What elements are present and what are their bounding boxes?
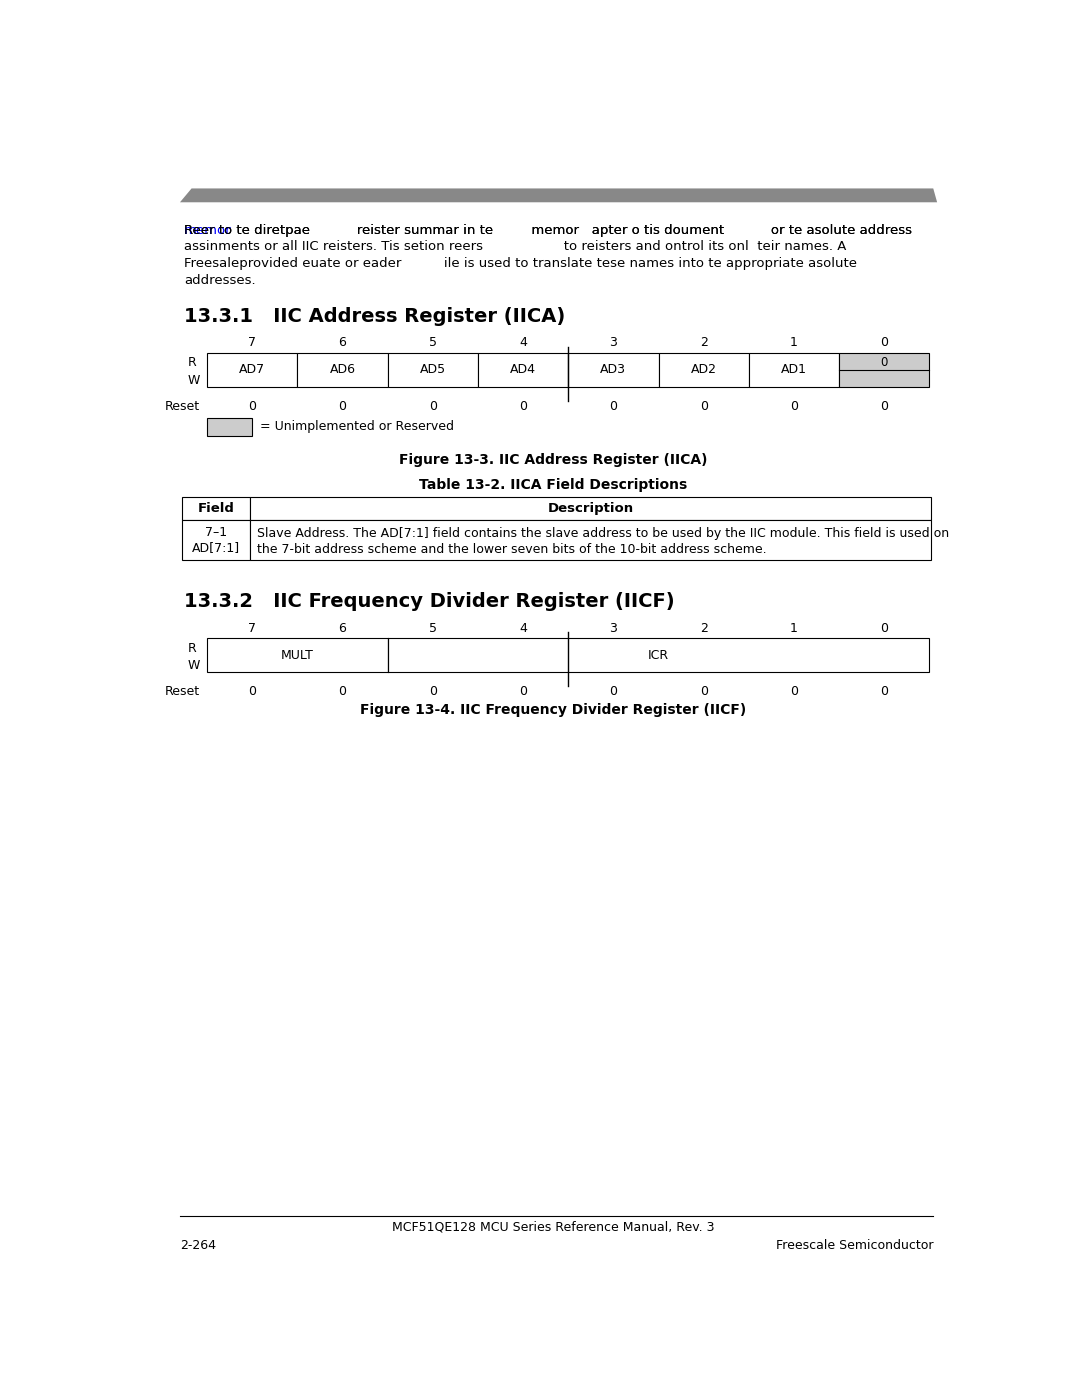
Text: AD7: AD7 bbox=[239, 363, 266, 376]
Text: 1: 1 bbox=[789, 335, 798, 349]
Text: Reer to te diretpae           reister summar in te         memor   apter o tis d: Reer to te diretpae reister summar in te… bbox=[184, 224, 912, 237]
Text: Freescale Semiconductor: Freescale Semiconductor bbox=[775, 1239, 933, 1253]
Text: Freesaleprovided euate or eader          ile is used to translate tese names int: Freesaleprovided euate or eader ile is u… bbox=[184, 257, 856, 270]
Polygon shape bbox=[180, 189, 937, 203]
Text: R: R bbox=[188, 641, 197, 655]
Text: 1: 1 bbox=[789, 622, 798, 634]
Text: ICR: ICR bbox=[648, 650, 670, 662]
Text: AD6: AD6 bbox=[329, 363, 355, 376]
Bar bbox=[251, 520, 931, 560]
Text: 4: 4 bbox=[519, 622, 527, 634]
Text: 7–1
AD[7:1]: 7–1 AD[7:1] bbox=[192, 525, 241, 555]
Text: Slave Address. The AD[7:1] field contains the slave address to be used by the II: Slave Address. The AD[7:1] field contain… bbox=[257, 527, 949, 539]
Text: Figure 13-3. IIC Address Register (IICA): Figure 13-3. IIC Address Register (IICA) bbox=[400, 453, 707, 467]
Text: 0: 0 bbox=[338, 686, 347, 698]
Text: Field: Field bbox=[198, 502, 234, 515]
Bar bbox=[839, 353, 930, 387]
Text: 0: 0 bbox=[609, 400, 618, 412]
Bar bbox=[748, 353, 839, 387]
Text: the 7-bit address scheme and the lower seven bits of the 10-bit address scheme.: the 7-bit address scheme and the lower s… bbox=[257, 542, 767, 556]
Bar bbox=[478, 353, 568, 387]
Text: 0: 0 bbox=[880, 356, 888, 369]
Text: 2-264: 2-264 bbox=[180, 1239, 216, 1253]
Text: 6: 6 bbox=[338, 622, 347, 634]
Bar bbox=[207, 638, 388, 672]
Bar bbox=[388, 638, 930, 672]
Bar bbox=[388, 353, 478, 387]
Text: 7: 7 bbox=[248, 622, 256, 634]
Text: 0: 0 bbox=[880, 686, 888, 698]
Text: = Unimplemented or Reserved: = Unimplemented or Reserved bbox=[260, 420, 454, 433]
Text: 4: 4 bbox=[519, 335, 527, 349]
Bar bbox=[659, 353, 748, 387]
Text: Description: Description bbox=[548, 502, 634, 515]
Text: R: R bbox=[188, 356, 197, 369]
Text: 0: 0 bbox=[700, 686, 707, 698]
Text: 5: 5 bbox=[429, 335, 436, 349]
Text: 0: 0 bbox=[609, 686, 618, 698]
Bar bbox=[207, 418, 252, 436]
Text: 3: 3 bbox=[609, 335, 618, 349]
Text: 0: 0 bbox=[519, 686, 527, 698]
Text: 0: 0 bbox=[248, 686, 256, 698]
Text: MULT: MULT bbox=[281, 650, 314, 662]
Text: 2: 2 bbox=[700, 335, 707, 349]
Text: AD5: AD5 bbox=[420, 363, 446, 376]
Text: AD2: AD2 bbox=[690, 363, 717, 376]
Text: 13.3.1   IIC Address Register (IICA): 13.3.1 IIC Address Register (IICA) bbox=[184, 306, 565, 326]
Text: 3: 3 bbox=[609, 622, 618, 634]
Text: W: W bbox=[188, 373, 200, 387]
Bar bbox=[251, 497, 931, 520]
Text: W: W bbox=[188, 659, 200, 672]
Text: memor: memor bbox=[184, 224, 231, 237]
Text: Reset: Reset bbox=[164, 400, 200, 412]
Text: 2: 2 bbox=[700, 622, 707, 634]
Text: assinments or all IIC reisters. Tis setion reers                   to reisters a: assinments or all IIC reisters. Tis seti… bbox=[184, 240, 847, 253]
Text: 13.3.2   IIC Frequency Divider Register (IICF): 13.3.2 IIC Frequency Divider Register (I… bbox=[184, 592, 674, 612]
Text: 5: 5 bbox=[429, 622, 436, 634]
Text: 0: 0 bbox=[429, 686, 436, 698]
Bar bbox=[297, 353, 388, 387]
Text: addresses.: addresses. bbox=[184, 274, 256, 286]
Text: 6: 6 bbox=[338, 335, 347, 349]
Text: 0: 0 bbox=[880, 622, 888, 634]
Text: AD1: AD1 bbox=[781, 363, 807, 376]
Text: 0: 0 bbox=[338, 400, 347, 412]
Text: 0: 0 bbox=[880, 335, 888, 349]
Text: AD4: AD4 bbox=[510, 363, 536, 376]
Text: Figure 13-4. IIC Frequency Divider Register (IICF): Figure 13-4. IIC Frequency Divider Regis… bbox=[361, 703, 746, 717]
Text: 0: 0 bbox=[880, 400, 888, 412]
Bar bbox=[568, 353, 659, 387]
Text: MCF51QE128 MCU Series Reference Manual, Rev. 3: MCF51QE128 MCU Series Reference Manual, … bbox=[392, 1221, 715, 1234]
Bar bbox=[183, 497, 251, 520]
Text: AD3: AD3 bbox=[600, 363, 626, 376]
Text: Reer to te diretpae           reister summar in te         memor   apter o tis d: Reer to te diretpae reister summar in te… bbox=[184, 224, 912, 237]
Text: 0: 0 bbox=[429, 400, 436, 412]
Text: 0: 0 bbox=[789, 686, 798, 698]
Bar bbox=[183, 520, 251, 560]
Text: Table 13-2. IICA Field Descriptions: Table 13-2. IICA Field Descriptions bbox=[419, 478, 688, 492]
Text: 0: 0 bbox=[519, 400, 527, 412]
Bar bbox=[207, 353, 297, 387]
Text: 0: 0 bbox=[789, 400, 798, 412]
Text: 0: 0 bbox=[700, 400, 707, 412]
Text: 0: 0 bbox=[248, 400, 256, 412]
Text: Reset: Reset bbox=[164, 686, 200, 698]
Text: 7: 7 bbox=[248, 335, 256, 349]
